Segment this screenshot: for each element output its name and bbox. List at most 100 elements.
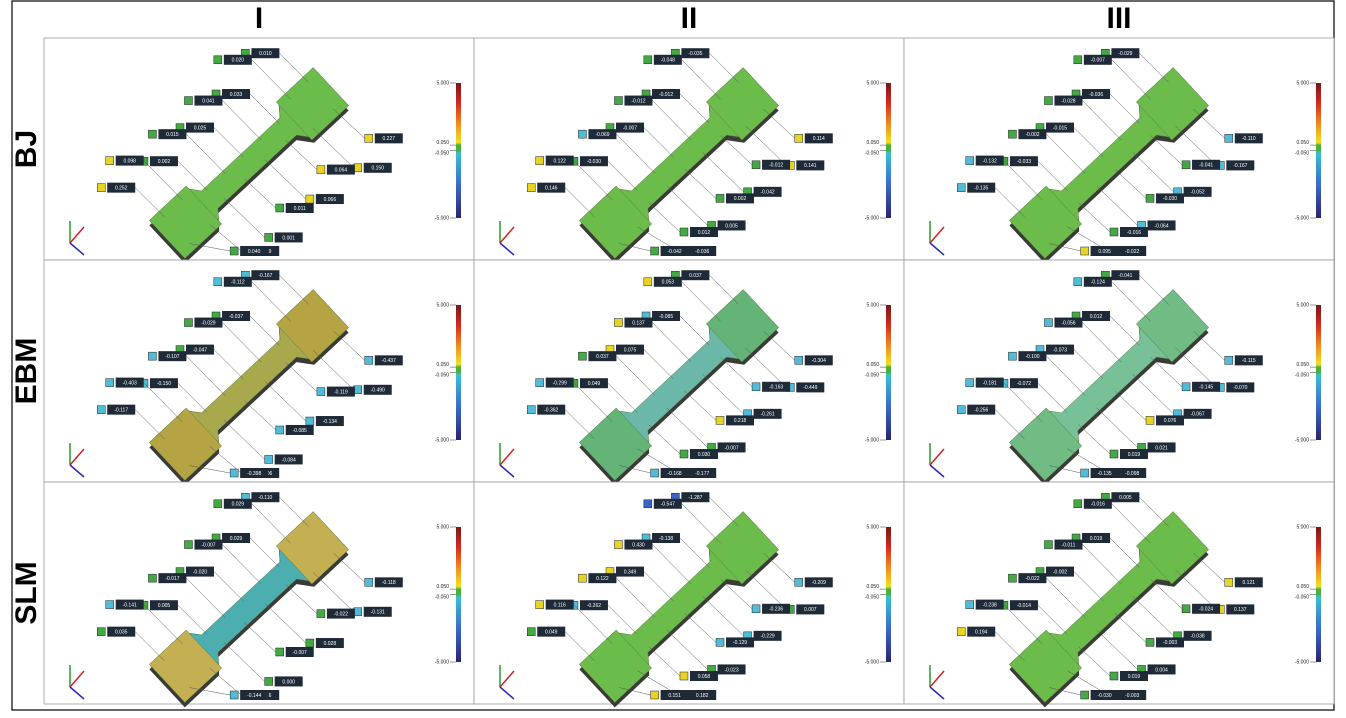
- tag-value: 0.098: [123, 158, 136, 164]
- tag-value: -0.135: [1098, 471, 1112, 477]
- tag-swatch: [276, 204, 284, 212]
- tag-swatch: [1074, 500, 1082, 508]
- colorbar-label: -5.000: [435, 215, 449, 221]
- tag-value: 0.028: [324, 641, 337, 647]
- tag-value: 0.019: [1128, 452, 1141, 458]
- tag-swatch: [966, 157, 974, 165]
- tag-swatch: [317, 388, 325, 396]
- row-header: EBM: [10, 338, 43, 405]
- tag-value: 0.035: [115, 629, 128, 635]
- column-header: III: [1106, 2, 1131, 35]
- tag-value: 0.005: [158, 603, 171, 609]
- tag-swatch: [1110, 228, 1118, 236]
- colorbar-label: 0.050: [436, 362, 449, 368]
- tag-swatch: [1225, 356, 1233, 364]
- colorbar: [886, 305, 891, 440]
- colorbar-label: 5.000: [436, 524, 449, 530]
- colorbar-label: -5.000: [865, 215, 879, 221]
- tag-swatch: [1081, 247, 1089, 255]
- colorbar: [886, 527, 891, 662]
- tag-value: -0.002: [1053, 569, 1067, 575]
- colorbar-label: 5.000: [1296, 80, 1309, 86]
- tag-swatch: [1081, 469, 1089, 477]
- tag-value: 0.040: [248, 249, 261, 255]
- tag-value: -0.085: [659, 314, 673, 320]
- tag-value: -0.132: [983, 158, 997, 164]
- tag-value: -0.490: [371, 388, 385, 394]
- tag-value: 0.049: [545, 629, 558, 635]
- tag-value: -0.036: [1089, 92, 1103, 98]
- tag-value: 0.150: [371, 166, 384, 172]
- tag-swatch: [614, 319, 622, 327]
- column-header: II: [681, 2, 698, 35]
- tag-swatch: [365, 578, 373, 586]
- tag-value: -0.124: [1091, 280, 1105, 286]
- tag-value: -0.261: [760, 412, 774, 418]
- tag-swatch: [966, 379, 974, 387]
- tag-value: -0.229: [760, 634, 774, 640]
- tag-swatch: [578, 352, 586, 360]
- tag-swatch: [1110, 672, 1118, 680]
- tag-swatch: [614, 97, 622, 105]
- tag-value: -0.119: [334, 389, 348, 395]
- tag-value: 0.037: [596, 354, 609, 360]
- colorbar-label: 0.050: [436, 584, 449, 590]
- colorbar-label: -0.050: [435, 372, 449, 378]
- colorbar-label: 0.050: [436, 140, 449, 146]
- tag-value: 0.137: [632, 320, 645, 326]
- tag-value: 0.114: [813, 136, 825, 142]
- tag-swatch: [651, 691, 659, 699]
- tag-swatch: [265, 677, 273, 685]
- tag-value: -0.304: [812, 358, 826, 364]
- tag-swatch: [614, 541, 622, 549]
- tag-value: -0.017: [165, 576, 179, 582]
- tag-swatch: [354, 164, 362, 172]
- tag-value: -0.209: [812, 580, 826, 586]
- tag-swatch: [716, 194, 724, 202]
- tag-value: -0.177: [695, 471, 709, 477]
- tag-value: 0.141: [804, 163, 817, 169]
- tag-value: 0.095: [1098, 249, 1111, 255]
- tag-value: -0.012: [769, 163, 783, 169]
- tag-value: 0.116: [554, 602, 566, 608]
- tag-value: 0.076: [1164, 418, 1177, 424]
- tag-value: -0.023: [724, 667, 738, 673]
- tag-swatch: [1008, 130, 1016, 138]
- tag-swatch: [1008, 352, 1016, 360]
- panel: 0.0050.121-0.0160.1370.019-0.024-0.011-0…: [904, 482, 1334, 707]
- tag-value: -0.047: [193, 347, 207, 353]
- tag-swatch: [536, 601, 544, 609]
- tag-swatch: [1182, 383, 1190, 391]
- tag-value: -0.069: [595, 132, 609, 138]
- tag-swatch: [527, 628, 535, 636]
- tag-swatch: [1225, 134, 1233, 142]
- tag-swatch: [317, 166, 325, 174]
- colorbar-label: 5.000: [866, 80, 879, 86]
- panel: -0.029-0.110-0.007-0.167-0.036-0.041-0.0…: [904, 38, 1334, 263]
- panel: -0.0350.114-0.0480.141-0.012-0.012-0.012…: [474, 38, 904, 263]
- tag-value: -0.067: [1190, 412, 1204, 418]
- tag-value: -0.138: [659, 536, 673, 542]
- colorbar-label: -0.050: [435, 150, 449, 156]
- tag-value: 0.019: [1128, 674, 1141, 680]
- tag-value: -0.084: [282, 457, 296, 463]
- tag-swatch: [354, 608, 362, 616]
- tag-swatch: [265, 233, 273, 241]
- tag-swatch: [148, 574, 156, 582]
- tag-swatch: [1146, 416, 1154, 424]
- tag-value: -0.118: [382, 580, 396, 586]
- tag-swatch: [644, 500, 652, 508]
- tag-value: 0.002: [158, 159, 171, 165]
- tag-value: -0.163: [769, 385, 783, 391]
- tag-value: -0.036: [695, 249, 709, 255]
- colorbar-label: 0.050: [1296, 584, 1309, 590]
- tag-swatch: [276, 426, 284, 434]
- tag-value: -0.072: [1017, 381, 1031, 387]
- tag-value: -0.011: [1062, 542, 1076, 548]
- colorbar: [1316, 83, 1321, 218]
- colorbar-label: 5.000: [436, 80, 449, 86]
- tag-swatch: [752, 383, 760, 391]
- tag-swatch: [184, 541, 192, 549]
- colorbar-label: 0.050: [866, 140, 879, 146]
- tag-swatch: [97, 406, 105, 414]
